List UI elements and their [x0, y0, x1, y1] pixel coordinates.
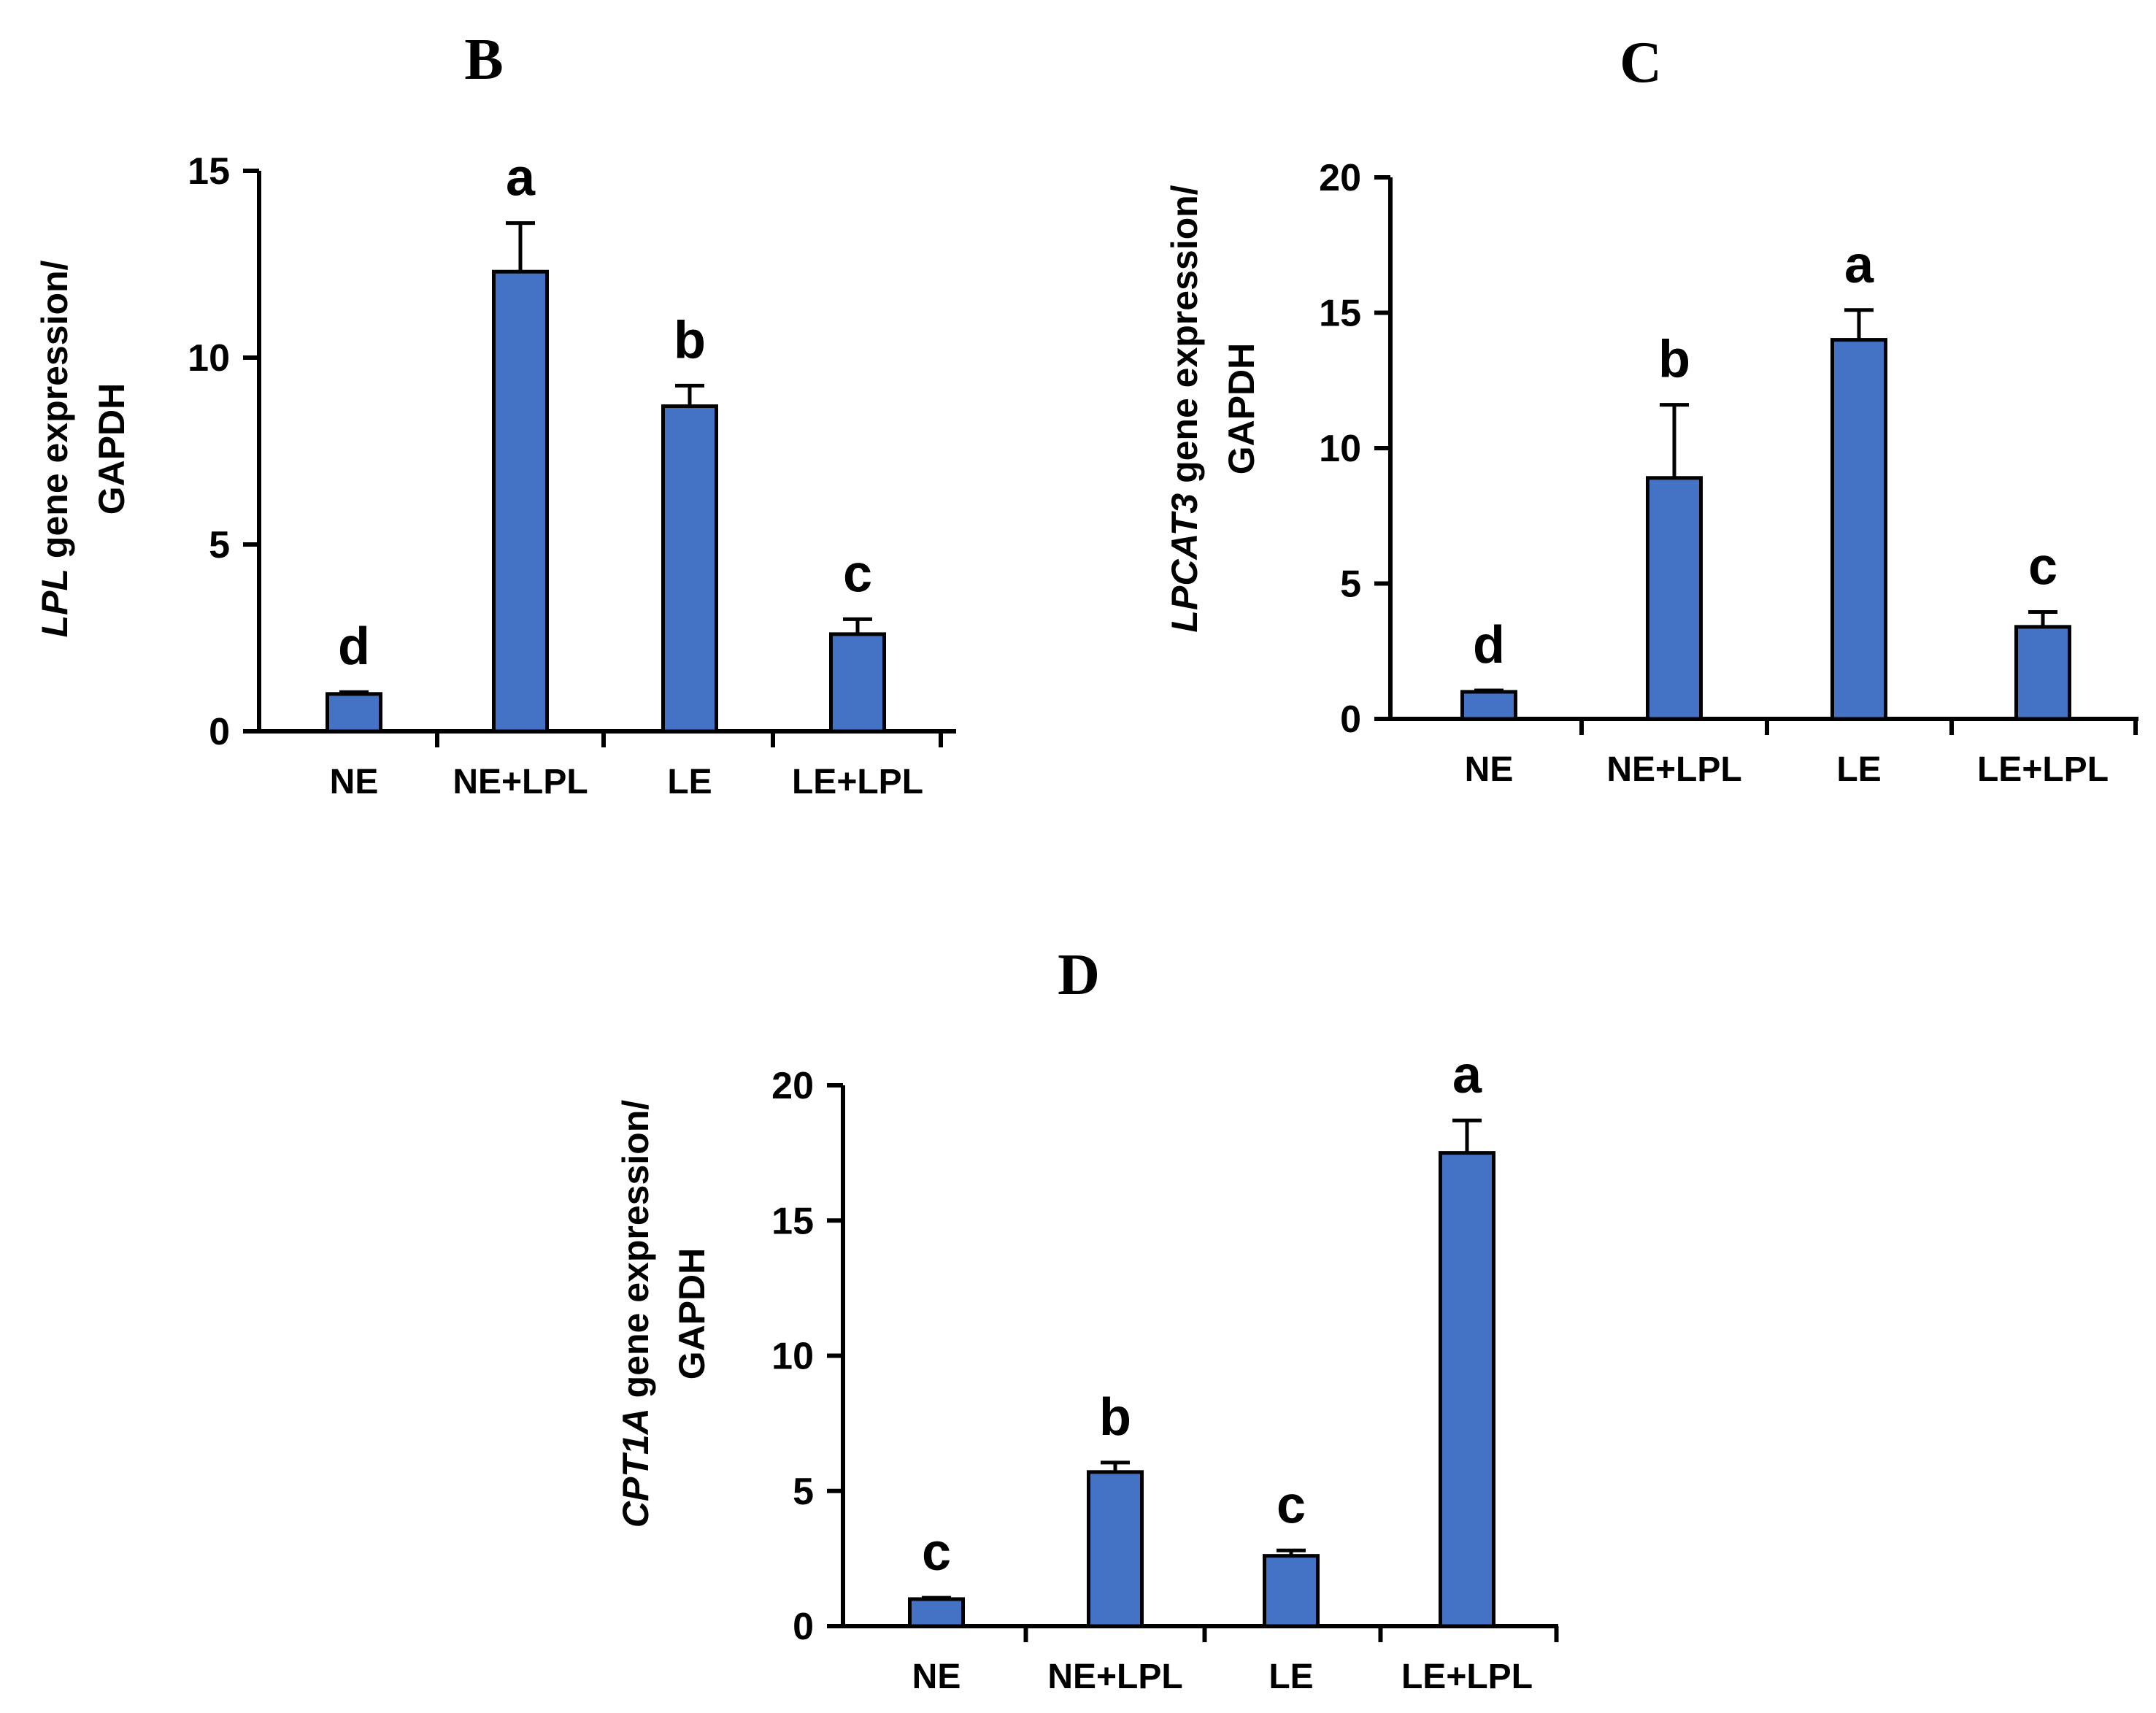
y-tick-label: 5: [793, 1471, 814, 1513]
y-axis-label-text: gene expression/: [34, 260, 75, 568]
significance-label: b: [1099, 1388, 1131, 1447]
x-tick-label: NE: [330, 763, 379, 801]
y-axis-label: LPCAT3 gene expression/: [1164, 185, 1205, 632]
significance-label: c: [843, 544, 872, 603]
y-axis-label-text: gene expression/: [1164, 185, 1205, 493]
bar: [829, 632, 886, 734]
y-axis-label: CPT1A gene expression/: [615, 1100, 656, 1528]
x-tick-label: LE+LPL: [792, 763, 923, 801]
panel-letter: B: [464, 28, 503, 92]
significance-label: a: [1844, 236, 1874, 294]
bar: [908, 1597, 965, 1628]
significance-label: c: [1277, 1476, 1306, 1534]
x-tick-label: NE: [912, 1658, 961, 1696]
bar: [661, 404, 718, 734]
significance-label: c: [2028, 537, 2057, 596]
significance-label: d: [1473, 616, 1505, 674]
bar: [1646, 476, 1703, 721]
bar: [326, 692, 382, 734]
chart-panel-c: C 0 5 10 15 20 d NE b NE+LPL a LE c LE+LPL LPCAT3 gene…: [1164, 31, 2138, 789]
significance-label: c: [922, 1523, 951, 1582]
x-tick-label: NE: [1465, 750, 1514, 789]
bar: [1263, 1554, 1320, 1628]
significance-label: b: [674, 311, 706, 369]
y-axis-label-line2: GAPDH: [1221, 343, 1262, 475]
x-tick-label: LE+LPL: [1977, 750, 2109, 789]
y-tick-label: 10: [771, 1336, 814, 1378]
x-tick-label: LE+LPL: [1401, 1658, 1533, 1696]
y-tick-label: 5: [1340, 563, 1361, 606]
bar: [1439, 1151, 1495, 1628]
y-tick-label: 20: [1319, 157, 1361, 199]
bar: [1087, 1470, 1144, 1628]
panel-letter: D: [1058, 943, 1100, 1007]
x-tick-label: LE: [1268, 1658, 1313, 1696]
y-axis-label-line2: GAPDH: [671, 1248, 712, 1380]
y-axis-label: LPL gene expression/: [34, 260, 75, 637]
chart-panel-d: D 0 5 10 15 20 c NE b NE+LPL c LE a LE+LPL CPT1A gene …: [615, 943, 1559, 1696]
x-tick-label: NE+LPL: [1047, 1658, 1182, 1696]
x-tick-label: LE: [1836, 750, 1881, 789]
y-axis-label-gene: CPT1A: [615, 1408, 656, 1528]
y-tick-label: 0: [209, 711, 230, 753]
significance-label: a: [1452, 1046, 1482, 1104]
y-tick-label: 0: [793, 1606, 814, 1648]
bar: [1830, 338, 1887, 721]
significance-label: d: [338, 617, 370, 676]
significance-label: a: [506, 149, 536, 207]
x-tick-label: NE+LPL: [1606, 750, 1741, 789]
y-axis-label-line2: GAPDH: [91, 383, 132, 515]
y-axis-label-text: gene expression/: [615, 1100, 656, 1408]
y-tick-label: 10: [1319, 428, 1361, 470]
y-tick-label: 20: [771, 1065, 814, 1107]
y-tick-label: 15: [188, 150, 230, 193]
significance-label: b: [1658, 331, 1690, 389]
bar: [2014, 625, 2071, 721]
y-axis-label-gene: LPCAT3: [1164, 493, 1205, 633]
panel-letter: C: [1620, 31, 1662, 95]
y-tick-label: 15: [1319, 293, 1361, 335]
y-tick-label: 5: [209, 524, 230, 566]
chart-panel-b: B 0 5 10 15 d NE a NE+LPL b LE c LE+LPL LPL gene expr…: [34, 28, 956, 801]
bar: [1460, 690, 1517, 721]
y-tick-label: 15: [771, 1200, 814, 1242]
y-tick-label: 10: [188, 337, 230, 380]
y-tick-label: 0: [1340, 698, 1361, 741]
y-axis-label-gene: LPL: [34, 569, 75, 637]
x-tick-label: NE+LPL: [453, 763, 588, 801]
x-tick-label: LE: [667, 763, 712, 801]
bar: [492, 269, 549, 734]
